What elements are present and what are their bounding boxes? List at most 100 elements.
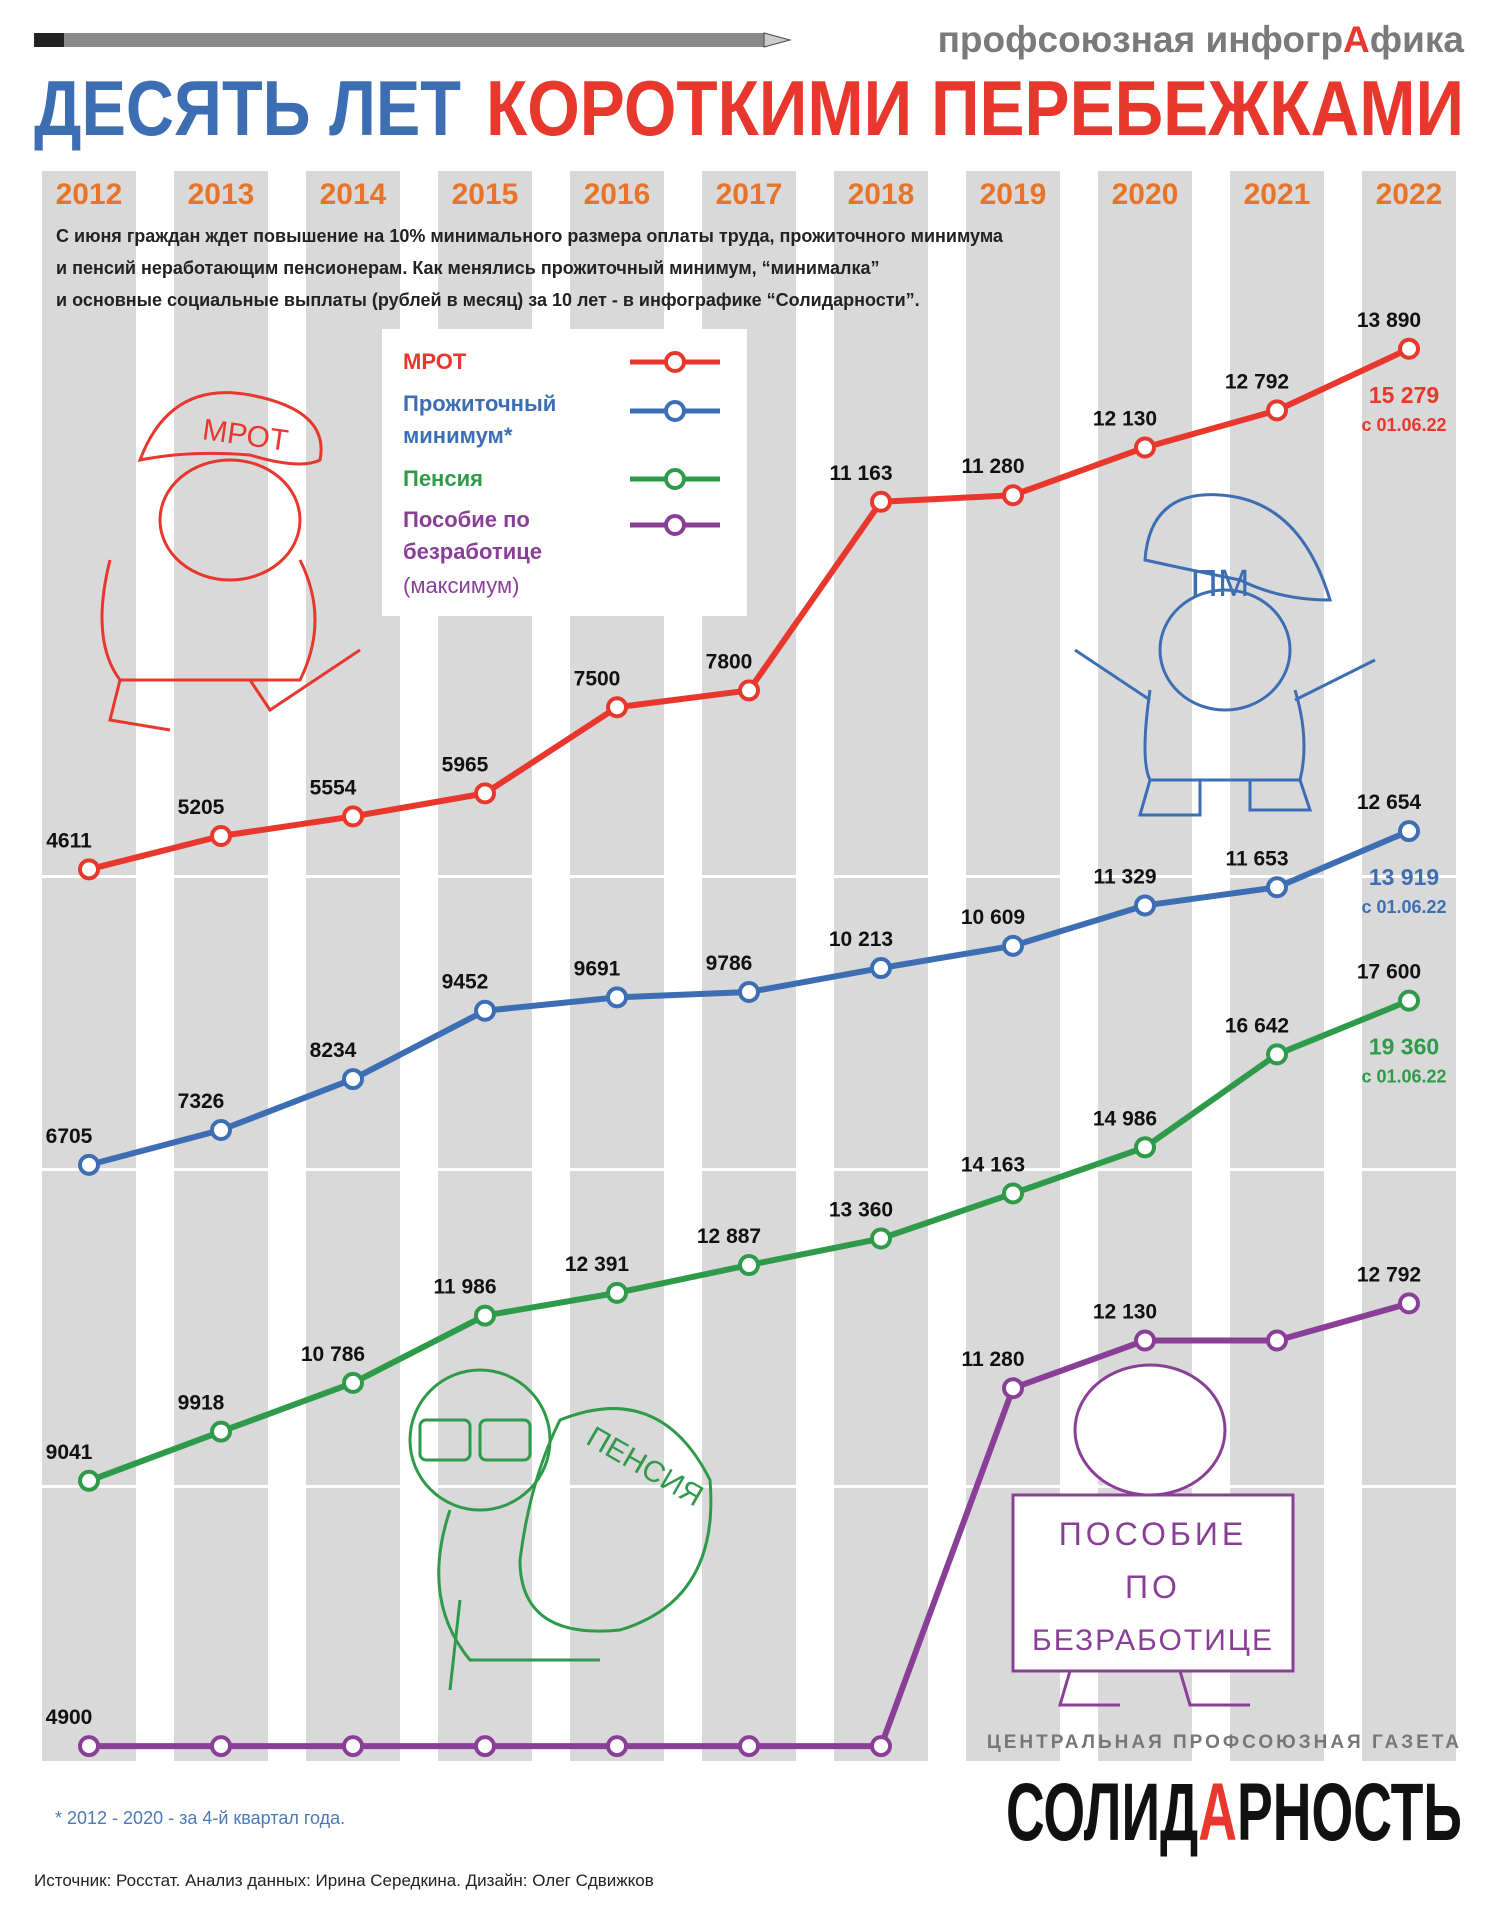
value-label: 12 130 [1093, 408, 1157, 431]
value-label: 12 792 [1357, 1263, 1421, 1286]
legend-note: (максимум) [403, 573, 520, 598]
x-tick-label: 2016 [584, 178, 651, 211]
value-label: 5205 [178, 796, 225, 819]
data-point [870, 1735, 892, 1758]
cartoon-mrot [100, 391, 361, 732]
x-tick-label: 2015 [452, 178, 519, 211]
value-label: 16 642 [1225, 1014, 1289, 1037]
data-point [870, 1227, 892, 1250]
brand-part: РНОСТЬ [1237, 1767, 1462, 1858]
annotation-value: 15 279 [1369, 382, 1439, 408]
value-label: 14 163 [961, 1153, 1025, 1176]
data-point [1134, 436, 1156, 459]
band-separator [34, 1485, 1464, 1488]
cartoon-feet [1138, 779, 1313, 817]
value-label: 11 280 [961, 455, 1024, 478]
value-label: 12 887 [697, 1225, 761, 1248]
data-point [1002, 1377, 1024, 1400]
pencil [34, 33, 764, 47]
value-label: 11 653 [1225, 847, 1288, 870]
data-point [738, 1735, 760, 1758]
data-point [342, 1371, 364, 1394]
legend [630, 351, 720, 536]
data-point [1266, 876, 1288, 899]
legend-marker [664, 514, 686, 536]
value-label: 5965 [442, 753, 489, 776]
data-point [1398, 1292, 1420, 1315]
x-tick-label: 2017 [716, 178, 783, 211]
data-point [1398, 820, 1420, 843]
value-label: 7500 [574, 667, 621, 690]
data-point [1266, 1329, 1288, 1352]
data-point [1134, 1136, 1156, 1159]
data-point [1266, 1043, 1288, 1066]
brand-accent: А [1198, 1767, 1237, 1858]
kicker: профсоюзная инфогрАфика [938, 19, 1465, 60]
data-point [210, 824, 232, 847]
value-label: 9786 [706, 952, 753, 975]
cartoon-glasses [478, 1418, 532, 1462]
x-tick-label: 2019 [980, 178, 1047, 211]
cartoon-sack [518, 1407, 713, 1633]
data-point [606, 986, 628, 1009]
value-label: 4900 [46, 1706, 93, 1729]
data-point [474, 782, 496, 805]
legend-label: Пособие по безработице [403, 507, 542, 564]
kicker-text: профсоюзная инфогр [938, 19, 1343, 60]
data-point [474, 999, 496, 1022]
value-label: 11 329 [1093, 865, 1156, 888]
annotation-note: с 01.06.22 [1361, 897, 1446, 917]
footnote: * 2012 - 2020 - за 4-й квартал года. [55, 1808, 345, 1828]
value-label: 12 792 [1225, 370, 1289, 393]
legend-label: МРОТ [403, 349, 467, 374]
data-point [870, 490, 892, 513]
data-point [1134, 894, 1156, 917]
cartoon-glasses [418, 1418, 472, 1462]
data-point [210, 1119, 232, 1142]
x-tick-label: 2021 [1244, 178, 1311, 211]
annotation-note: с 01.06.22 [1361, 1067, 1446, 1087]
legend-marker [664, 351, 686, 373]
value-label: 7326 [178, 1090, 225, 1113]
plot: 4611 5205 5554 5965 7500 7800 11 163 11 280 12 1… [46, 309, 1447, 1758]
data-point [342, 1735, 364, 1758]
cartoon-cane [448, 1599, 462, 1691]
pencil-tip [763, 32, 792, 48]
value-label: 5554 [310, 776, 357, 799]
cartoon-pm [1074, 493, 1376, 817]
value-label: 9918 [178, 1392, 225, 1415]
cartoon-body [437, 1509, 600, 1662]
x-tick-label: 2014 [320, 178, 387, 211]
data-point [342, 805, 364, 828]
column-stripe [42, 171, 136, 1761]
annotation-value: 19 360 [1369, 1034, 1439, 1060]
cartoon-sign-board [1011, 1493, 1295, 1673]
x-tick-label: 2018 [848, 178, 915, 211]
cartoon-head [1073, 1363, 1227, 1497]
data-point [1266, 399, 1288, 422]
value-label: 4611 [46, 829, 92, 852]
value-label: 14 986 [1093, 1107, 1157, 1130]
chart-title-highlight: КОРОТКИМИ ПЕРЕБЕЖКАМИ [486, 64, 1464, 152]
data-point [606, 696, 628, 719]
data-point [606, 1281, 628, 1304]
sign-text: ПО [1125, 1569, 1181, 1605]
cartoon-label: ПМ [1191, 563, 1250, 605]
x-tick-label: 2022 [1376, 178, 1443, 211]
data-point [78, 1469, 100, 1492]
value-label: 8234 [310, 1039, 357, 1062]
value-label: 12 391 [565, 1253, 630, 1276]
annotation-value: 13 919 [1369, 864, 1439, 890]
value-label: 13 360 [829, 1199, 893, 1222]
value-label: 10 786 [301, 1343, 365, 1366]
column-stripe [1362, 171, 1456, 1761]
data-point [1398, 337, 1420, 360]
annotation-note: с 01.06.22 [1361, 415, 1446, 435]
data-point [78, 1735, 100, 1758]
column-stripe [174, 171, 268, 1761]
x-tick-label: 2013 [188, 178, 255, 211]
data-point [474, 1304, 496, 1327]
data-point [78, 858, 100, 881]
